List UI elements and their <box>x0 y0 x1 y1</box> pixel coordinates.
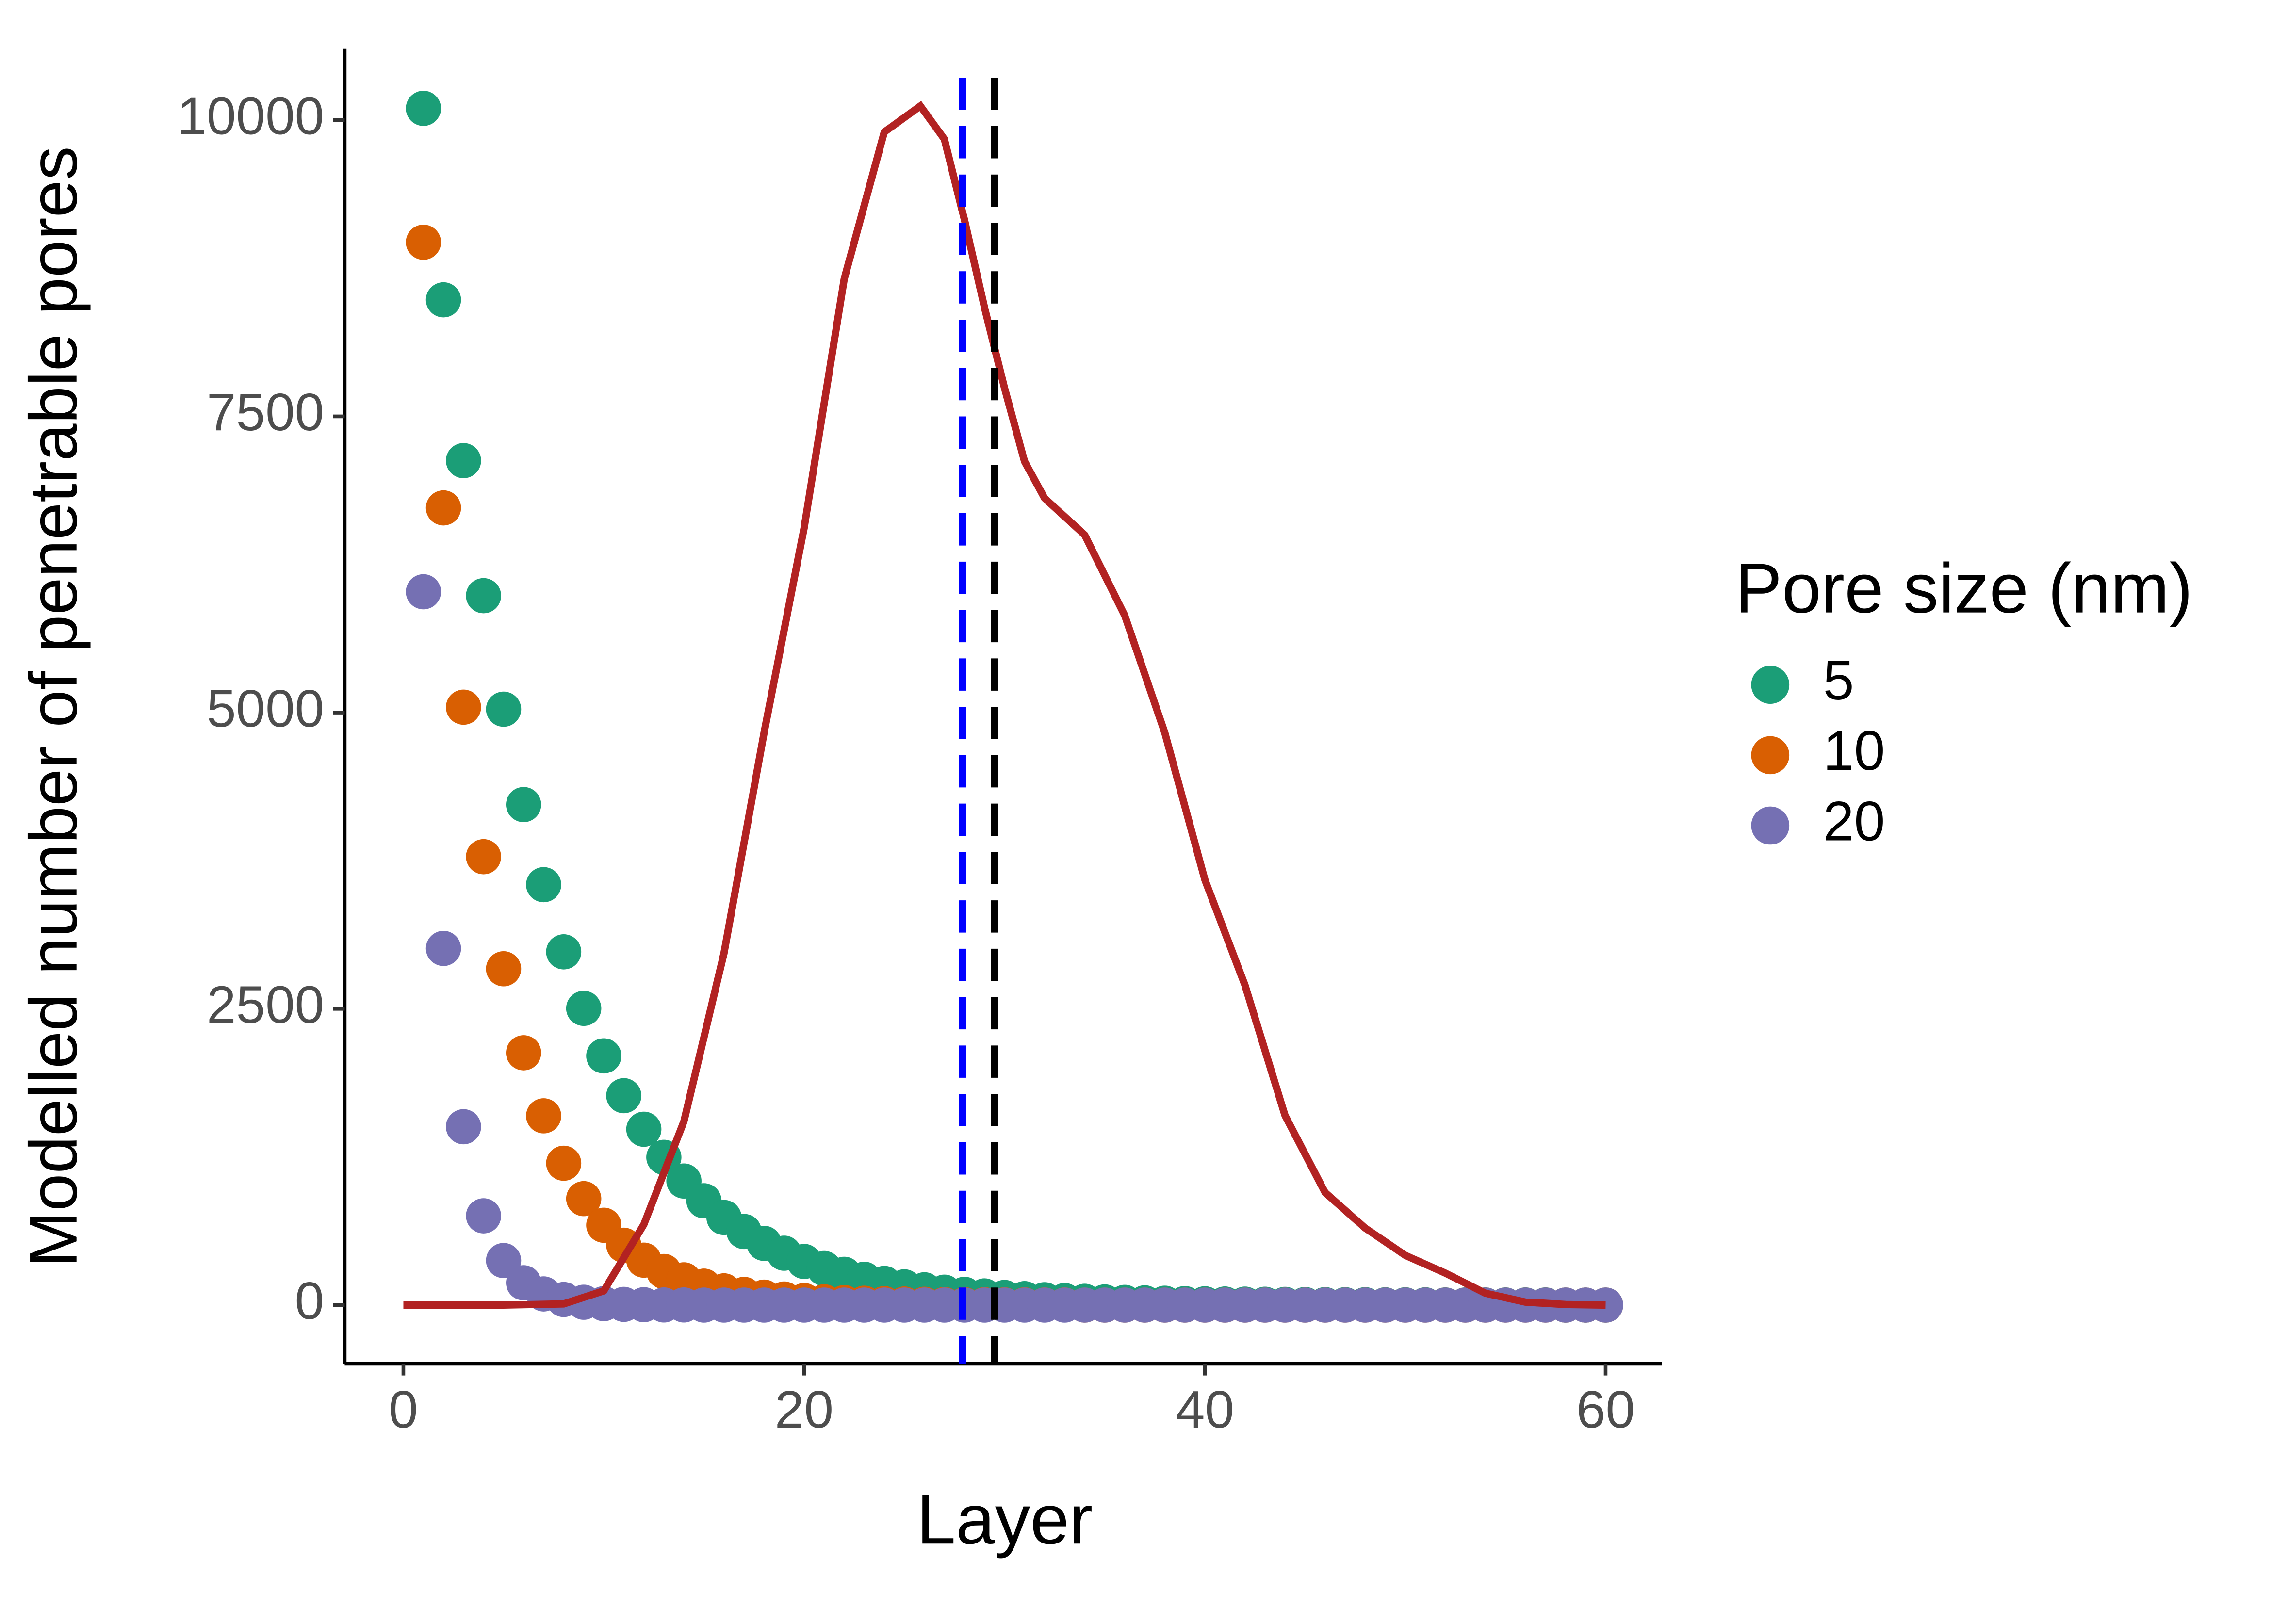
point <box>406 574 441 610</box>
y-tick-label: 0 <box>295 1271 325 1331</box>
point <box>446 689 481 725</box>
point <box>486 691 522 727</box>
point <box>466 839 501 875</box>
point <box>546 1145 582 1181</box>
y-axis-title: Modelled number of penetrable pores <box>16 146 91 1267</box>
legend-label: 5 <box>1823 650 1854 712</box>
y-tick-label: 2500 <box>207 975 324 1035</box>
x-tick-label: 0 <box>389 1380 418 1439</box>
point <box>546 934 582 970</box>
point <box>566 1181 602 1217</box>
point <box>466 578 501 614</box>
x-tick-label: 40 <box>1176 1380 1234 1439</box>
point <box>406 91 441 126</box>
x-tick-label: 60 <box>1576 1380 1635 1439</box>
y-tick-label: 10000 <box>178 87 325 146</box>
point <box>566 991 602 1026</box>
point <box>446 1109 481 1145</box>
point <box>425 490 461 526</box>
x-axis-title: Layer <box>916 1480 1093 1559</box>
point <box>486 951 522 987</box>
point <box>506 1035 541 1071</box>
point <box>526 1098 561 1134</box>
y-tick-label: 5000 <box>207 679 324 738</box>
y-tick-label: 7500 <box>207 383 324 442</box>
legend-label: 10 <box>1823 720 1885 782</box>
point <box>526 867 561 903</box>
point <box>1588 1287 1623 1323</box>
density-line <box>403 100 1606 1309</box>
legend-marker <box>1751 666 1790 704</box>
point <box>425 930 461 966</box>
legend-label: 20 <box>1823 790 1885 852</box>
point <box>446 443 481 478</box>
point <box>506 787 541 822</box>
point <box>626 1111 662 1147</box>
legend-marker <box>1751 736 1790 775</box>
point <box>586 1038 621 1074</box>
point <box>425 282 461 318</box>
point <box>466 1198 501 1234</box>
point <box>606 1078 642 1114</box>
legend-title: Pore size (nm) <box>1735 549 2192 628</box>
point <box>406 225 441 260</box>
x-tick-label: 20 <box>775 1380 833 1439</box>
legend-marker <box>1751 806 1790 845</box>
